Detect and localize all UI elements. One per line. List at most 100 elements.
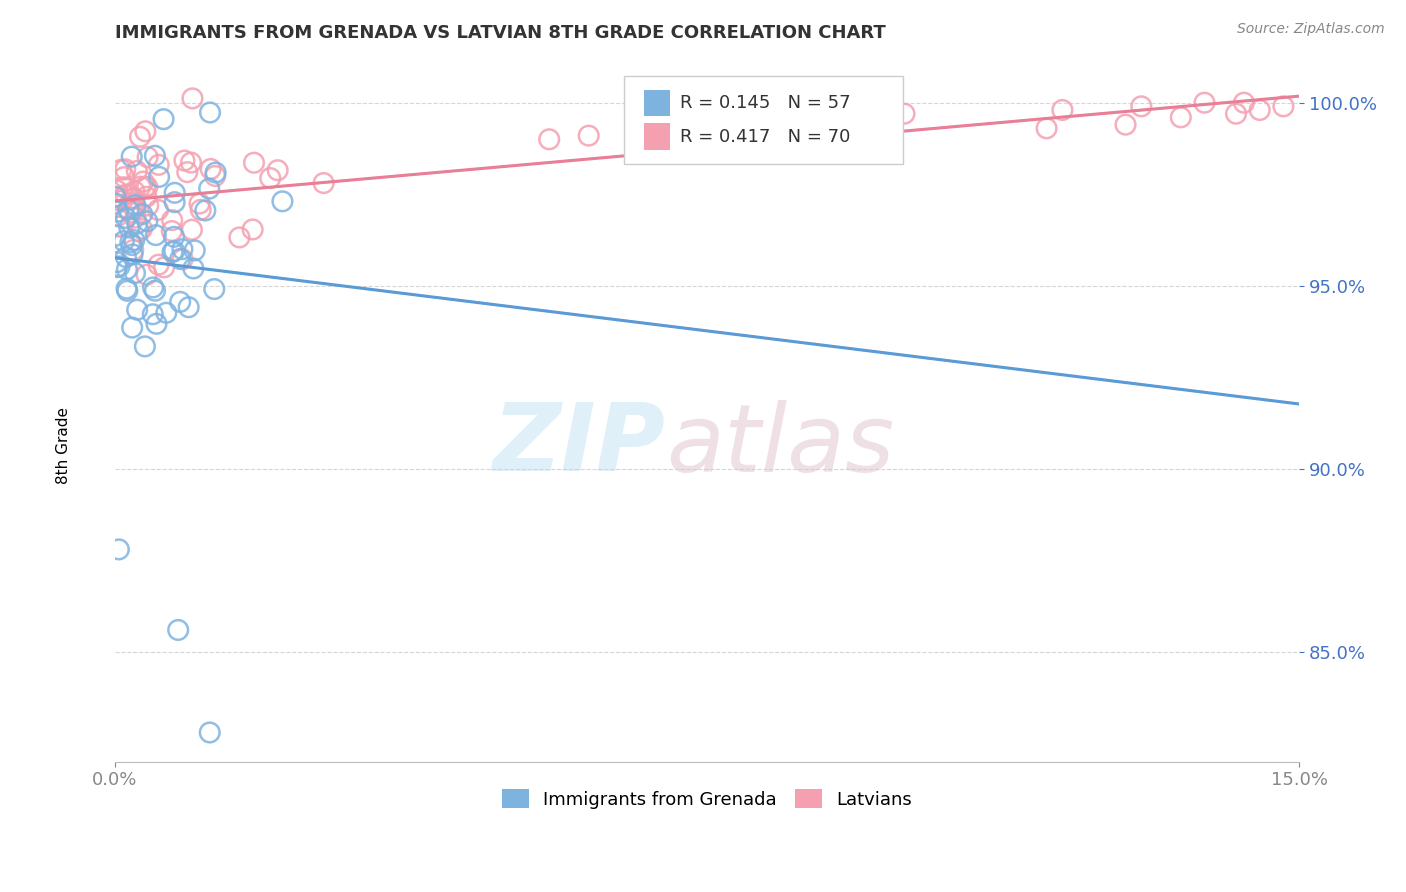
Point xyxy=(198,725,221,739)
Point xyxy=(120,235,142,250)
Point xyxy=(117,284,139,298)
Point xyxy=(266,163,288,178)
Point xyxy=(228,230,250,244)
Point xyxy=(129,179,152,194)
Point xyxy=(111,194,134,208)
Point xyxy=(142,280,165,294)
Bar xyxy=(644,90,671,116)
Point xyxy=(312,176,335,190)
Point xyxy=(112,234,135,248)
Point xyxy=(1194,95,1216,110)
Point xyxy=(134,124,156,138)
Point xyxy=(107,209,129,223)
Point xyxy=(148,158,170,172)
Point xyxy=(143,149,166,163)
Point xyxy=(104,228,127,243)
Point xyxy=(176,165,198,179)
Point xyxy=(172,252,194,267)
Point xyxy=(200,161,222,176)
Point xyxy=(204,165,226,179)
Point xyxy=(115,282,138,296)
Point xyxy=(124,211,146,225)
Point xyxy=(107,194,129,208)
Point xyxy=(194,203,217,218)
Point xyxy=(167,623,190,637)
Point xyxy=(108,219,131,234)
Point xyxy=(112,170,135,185)
Point xyxy=(153,260,176,275)
Point xyxy=(1249,103,1271,117)
Text: R = 0.417   N = 70: R = 0.417 N = 70 xyxy=(681,128,851,145)
Point xyxy=(152,112,174,127)
Point xyxy=(117,202,139,217)
Point xyxy=(105,260,128,275)
Point xyxy=(259,171,281,186)
Point xyxy=(180,223,202,237)
Point xyxy=(160,213,183,227)
Point xyxy=(104,196,127,211)
Point xyxy=(105,255,128,269)
Point xyxy=(128,224,150,238)
Point xyxy=(148,169,170,184)
Point xyxy=(135,268,157,282)
Point xyxy=(121,238,143,252)
Point xyxy=(271,194,294,209)
Point xyxy=(115,250,138,264)
Point xyxy=(115,262,138,277)
Point xyxy=(578,128,600,143)
Point xyxy=(1115,118,1137,132)
Point xyxy=(146,202,169,217)
Point xyxy=(181,91,204,105)
Point xyxy=(108,260,131,274)
Text: R = 0.145   N = 57: R = 0.145 N = 57 xyxy=(681,94,851,112)
Point xyxy=(163,230,186,244)
Point xyxy=(121,320,143,334)
Point xyxy=(173,153,195,168)
Point xyxy=(131,221,153,235)
Point xyxy=(183,244,205,258)
Point xyxy=(775,114,797,128)
Point xyxy=(136,198,159,212)
Point xyxy=(180,155,202,169)
Point xyxy=(136,150,159,164)
Point xyxy=(202,282,225,296)
Point xyxy=(121,199,143,213)
Point xyxy=(115,211,138,225)
Point xyxy=(155,306,177,320)
Point xyxy=(163,244,186,258)
Point xyxy=(129,129,152,144)
Point xyxy=(108,542,131,557)
Text: ZIP: ZIP xyxy=(492,400,665,491)
Point xyxy=(125,202,148,216)
Point xyxy=(1170,111,1192,125)
Point xyxy=(134,339,156,353)
Point xyxy=(160,224,183,238)
Point xyxy=(136,214,159,228)
Point xyxy=(114,162,136,177)
Point xyxy=(148,258,170,272)
Point xyxy=(132,175,155,189)
Point xyxy=(107,204,129,219)
Point xyxy=(127,217,149,231)
Point xyxy=(145,317,167,331)
Point xyxy=(169,294,191,309)
Point xyxy=(121,150,143,164)
Point xyxy=(177,300,200,314)
FancyBboxPatch shape xyxy=(624,77,903,164)
Point xyxy=(893,106,915,120)
Text: atlas: atlas xyxy=(665,400,894,491)
Point xyxy=(114,187,136,202)
Point xyxy=(1233,95,1256,110)
Point xyxy=(134,179,156,194)
Point xyxy=(124,184,146,198)
Point xyxy=(112,180,135,194)
Point xyxy=(122,233,145,247)
Point xyxy=(135,190,157,204)
Point xyxy=(243,155,266,169)
Point xyxy=(120,205,142,219)
Point xyxy=(131,207,153,221)
Point xyxy=(1052,103,1074,117)
Point xyxy=(145,228,167,243)
Point xyxy=(125,164,148,178)
Point xyxy=(124,266,146,280)
